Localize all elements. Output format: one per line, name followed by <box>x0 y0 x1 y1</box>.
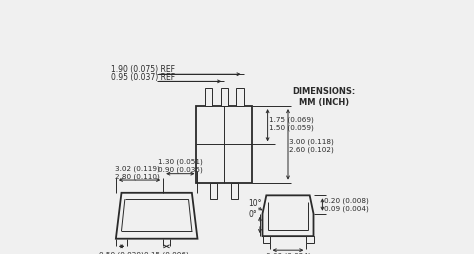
Bar <box>221 89 228 107</box>
Bar <box>210 183 217 199</box>
Text: 3.00 (0.118)
2.60 (0.102): 3.00 (0.118) 2.60 (0.102) <box>289 138 334 152</box>
Text: 1.30 (0.051)
0.90 (0.035): 1.30 (0.051) 0.90 (0.035) <box>158 158 203 173</box>
Text: 0.60 (0.024)
0.10 (0.004): 0.60 (0.024) 0.10 (0.004) <box>265 252 310 254</box>
Text: 1.90 (0.075) REF: 1.90 (0.075) REF <box>111 65 175 74</box>
Text: 1.75 (0.069)
1.50 (0.059): 1.75 (0.069) 1.50 (0.059) <box>269 116 314 131</box>
Text: 0.50 (0.020)
0.35 (0.014): 0.50 (0.020) 0.35 (0.014) <box>99 250 144 254</box>
Bar <box>306 236 313 243</box>
Text: 0.95 (0.037) REF: 0.95 (0.037) REF <box>111 72 175 81</box>
Bar <box>196 107 252 183</box>
Text: 3.02 (0.119)
2.80 (0.110): 3.02 (0.119) 2.80 (0.110) <box>115 165 159 179</box>
Bar <box>231 183 238 199</box>
Text: 10°
0°: 10° 0° <box>248 198 262 218</box>
Polygon shape <box>263 196 313 236</box>
Bar <box>263 236 270 243</box>
Bar <box>237 89 244 107</box>
Text: DIMENSIONS:
MM (INCH): DIMENSIONS: MM (INCH) <box>292 87 356 106</box>
Bar <box>205 89 212 107</box>
Polygon shape <box>116 193 198 239</box>
Text: 0.20 (0.008)
0.09 (0.004): 0.20 (0.008) 0.09 (0.004) <box>324 197 368 211</box>
Text: 0.15 (0.006)
0.00 (0.000): 0.15 (0.006) 0.00 (0.000) <box>144 250 189 254</box>
